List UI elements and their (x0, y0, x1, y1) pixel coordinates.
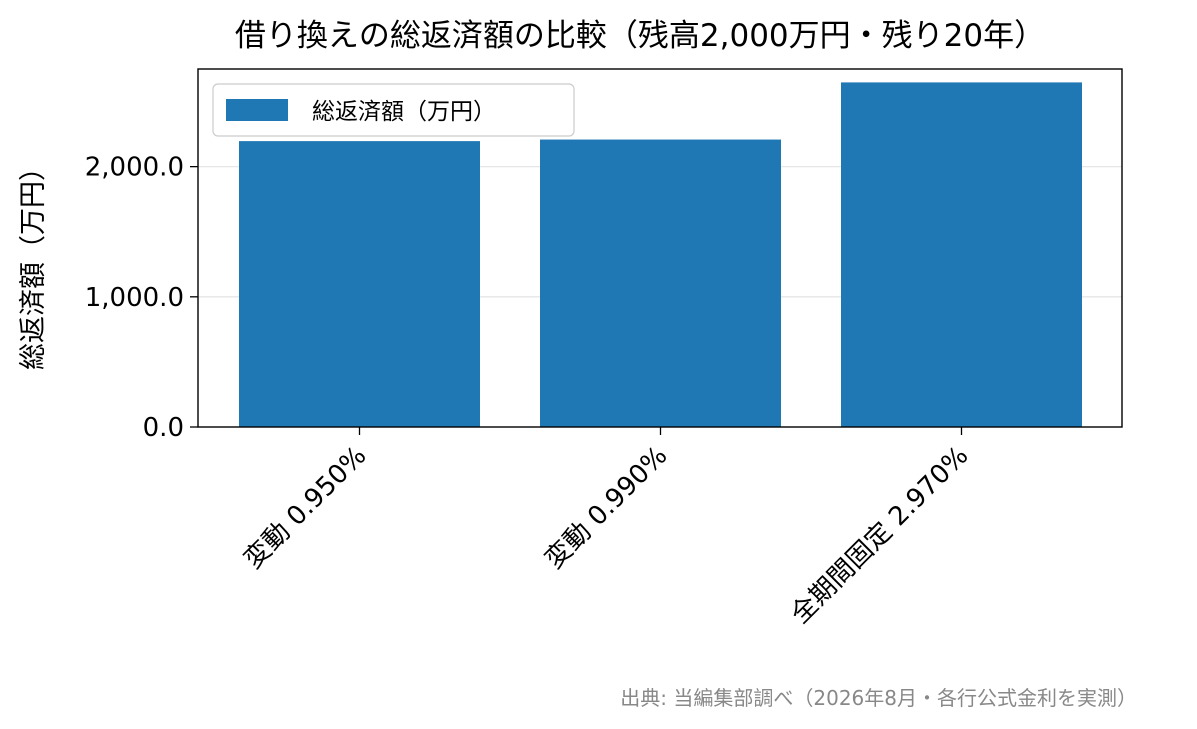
bar (540, 139, 781, 428)
legend-swatch (226, 99, 288, 121)
y-axis-label: 総返済額（万円） (18, 154, 49, 370)
x-tick-label: 変動 0.950% (239, 441, 373, 575)
x-axis-ticks: 変動 0.950% 変動 0.990% 全期間固定 2.970% (239, 427, 974, 630)
chart-title: 借り換えの総返済額の比較（残高2,000万円・残り20年） (235, 18, 1045, 54)
legend: 総返済額（万円） (212, 83, 575, 137)
y-axis-ticks: 0.0 1,000.0 2,000.0 (85, 153, 198, 443)
legend-box (212, 83, 575, 137)
bar (841, 82, 1082, 428)
legend-label: 総返済額（万円） (312, 99, 496, 125)
source-note: 出典: 当編集部調べ（2026年8月・各行公式金利を実測） (620, 686, 1137, 710)
y-tick-label: 2,000.0 (85, 153, 184, 183)
bar (239, 141, 480, 427)
bars (239, 82, 1082, 428)
x-tick-label: 変動 0.990% (540, 441, 674, 575)
y-tick-label: 0.0 (143, 413, 184, 443)
x-tick-label: 全期間固定 2.970% (785, 441, 974, 630)
y-tick-label: 1,000.0 (85, 283, 184, 313)
